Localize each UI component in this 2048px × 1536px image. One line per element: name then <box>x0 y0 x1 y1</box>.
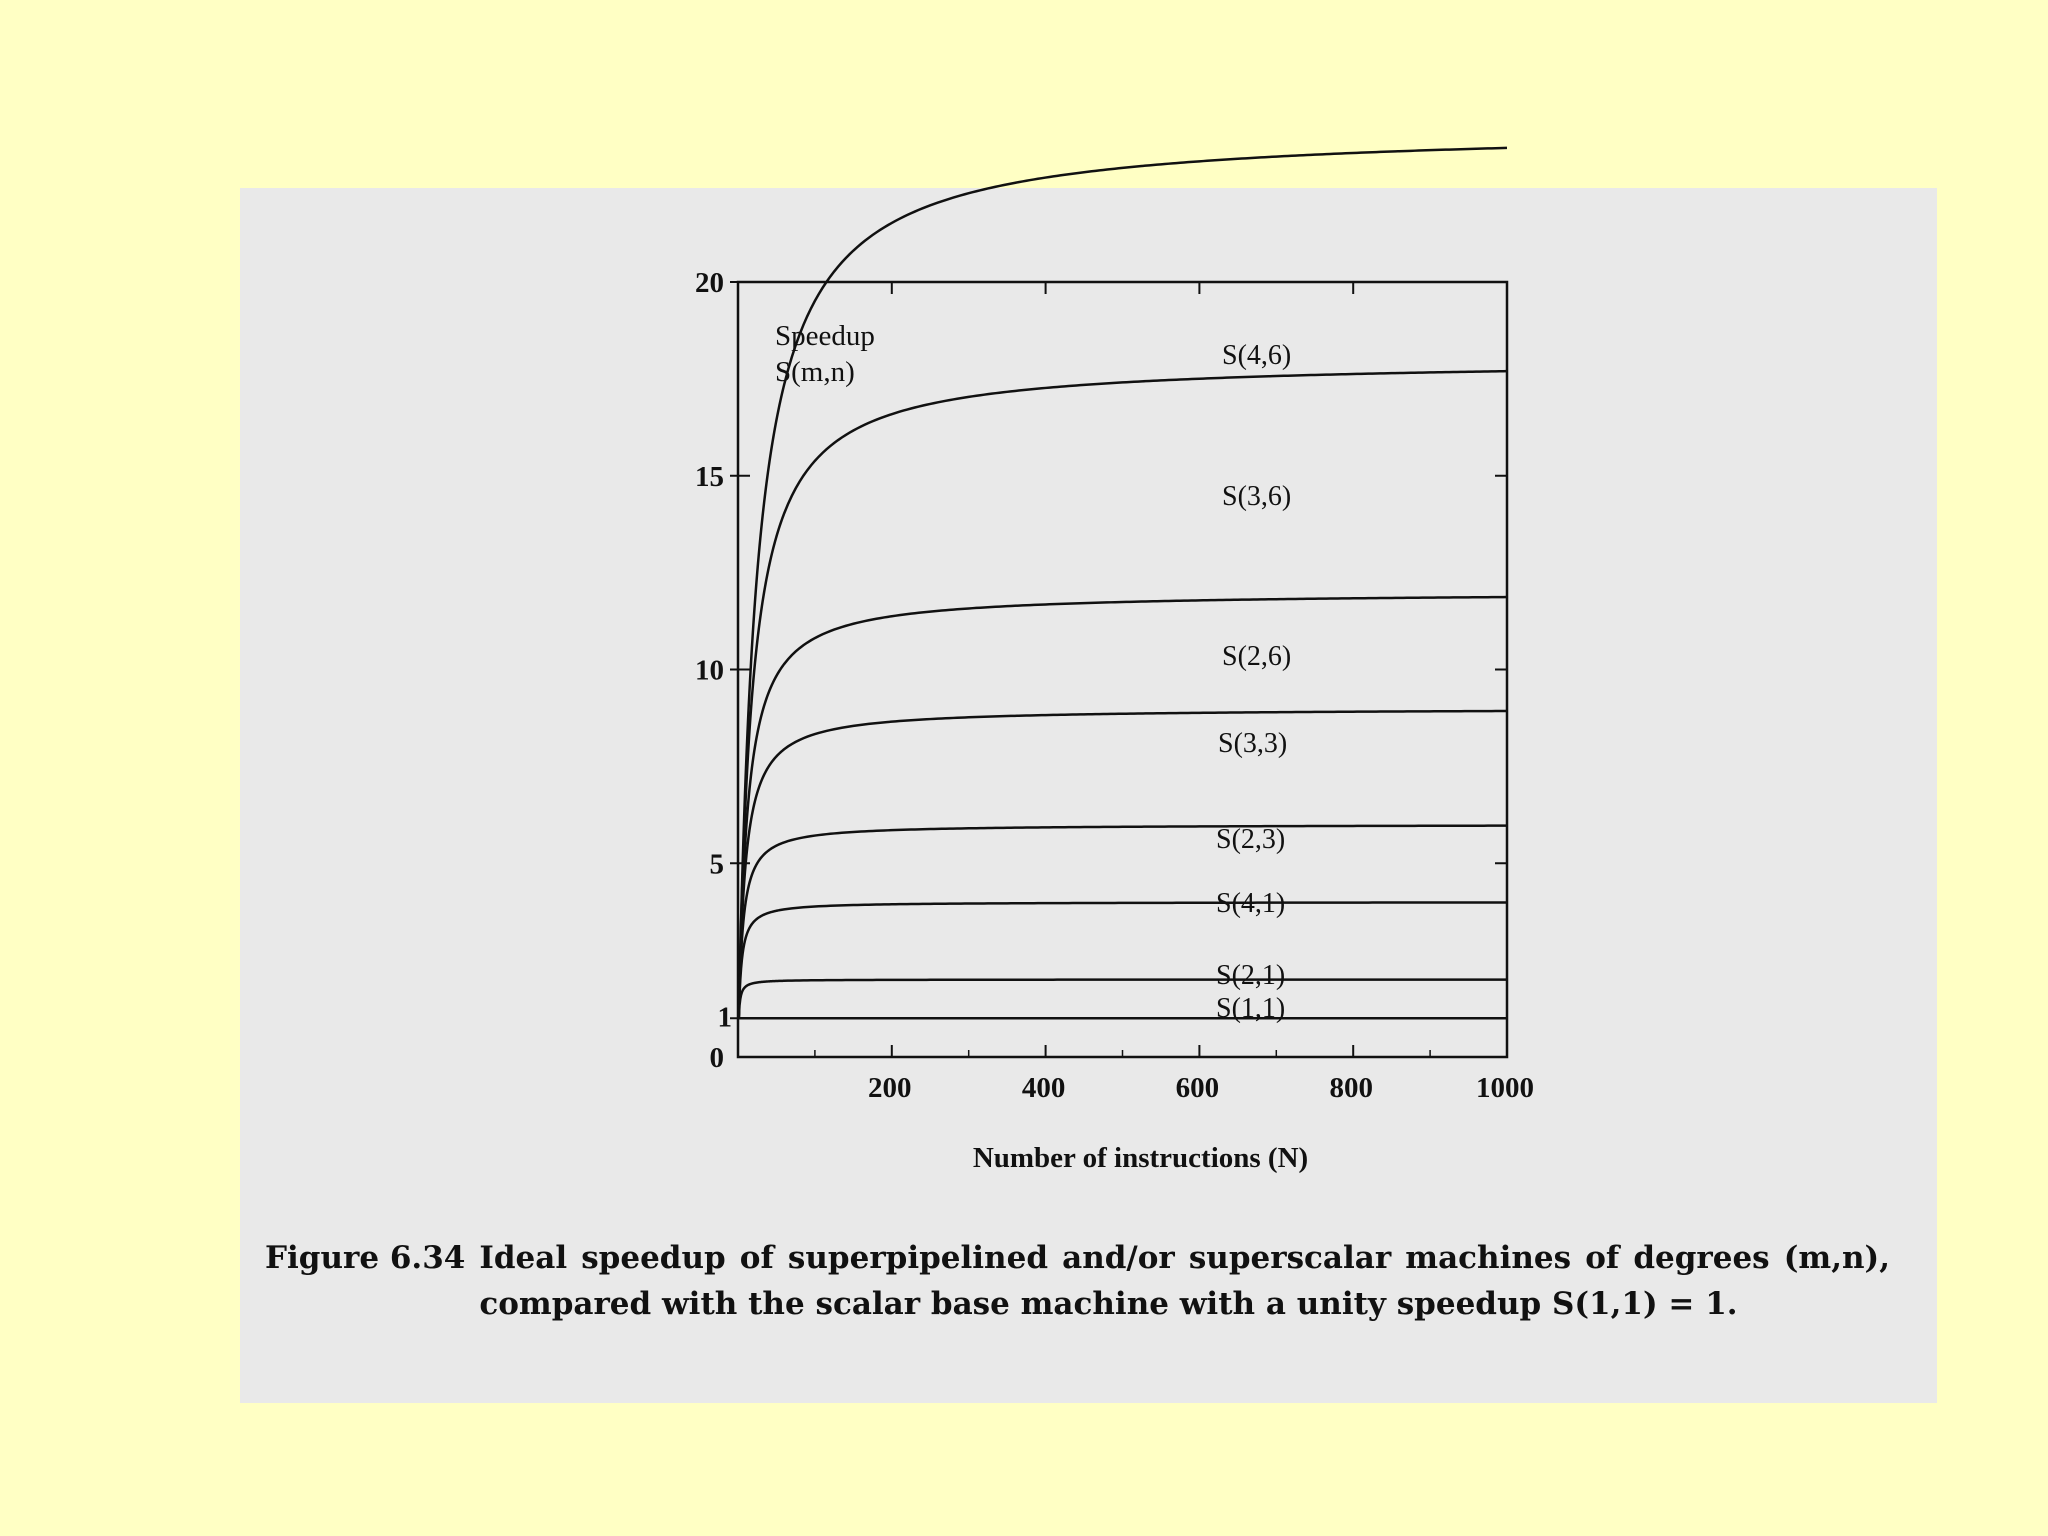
series-line <box>737 978 1508 1019</box>
chart-series <box>737 146 1508 1020</box>
y-axis-label: S(m,n) <box>775 356 855 388</box>
series-label: S(4,6) <box>1222 340 1291 371</box>
plot-frame <box>736 280 1509 1059</box>
series-line <box>737 824 1508 1019</box>
x-tick-label: 800 <box>1329 1072 1373 1104</box>
x-tick-label: 600 <box>1176 1072 1220 1104</box>
y-axis-label: Speedup <box>775 320 875 352</box>
series-line <box>737 709 1508 1019</box>
series-label: S(2,1) <box>1216 960 1285 991</box>
series-label: S(2,6) <box>1222 641 1291 672</box>
x-axis-label: Number of instructions (N) <box>973 1142 1308 1174</box>
series-line <box>737 146 1508 1019</box>
chart-axes <box>730 280 1509 1059</box>
figure-caption: Figure 6.34 Ideal speedup of superpipeli… <box>265 1235 1890 1327</box>
x-tick-label: 400 <box>1022 1072 1066 1104</box>
scanned-page <box>240 188 1937 1403</box>
caption-text: Ideal speedup of superpipelined and/or s… <box>479 1240 1890 1322</box>
x-tick-label: 200 <box>868 1072 912 1104</box>
y-tick-label: 20 <box>695 267 724 299</box>
series-line <box>737 595 1508 1019</box>
y-tick-label: 15 <box>695 461 724 493</box>
y-tick-label-one: 1 <box>718 1001 733 1033</box>
x-tick-label: 1000 <box>1476 1072 1534 1104</box>
series-label: S(4,1) <box>1216 888 1285 919</box>
y-tick-label: 5 <box>710 848 725 880</box>
chart-labels: 200 400 600 800 1000 0 5 10 15 20 1 Speedup S(m,n) Nu… <box>695 267 1534 1174</box>
series-label: S(3,3) <box>1218 728 1287 759</box>
figure-number: Figure 6.34 <box>265 1240 466 1276</box>
series-label: S(2,3) <box>1216 824 1285 855</box>
series-label: S(3,6) <box>1222 481 1291 512</box>
y-tick-label: 0 <box>710 1042 725 1074</box>
series-label: S(1,1) <box>1216 993 1285 1024</box>
series-line <box>737 901 1508 1019</box>
series-line <box>737 369 1508 1019</box>
y-tick-label: 10 <box>695 655 724 687</box>
